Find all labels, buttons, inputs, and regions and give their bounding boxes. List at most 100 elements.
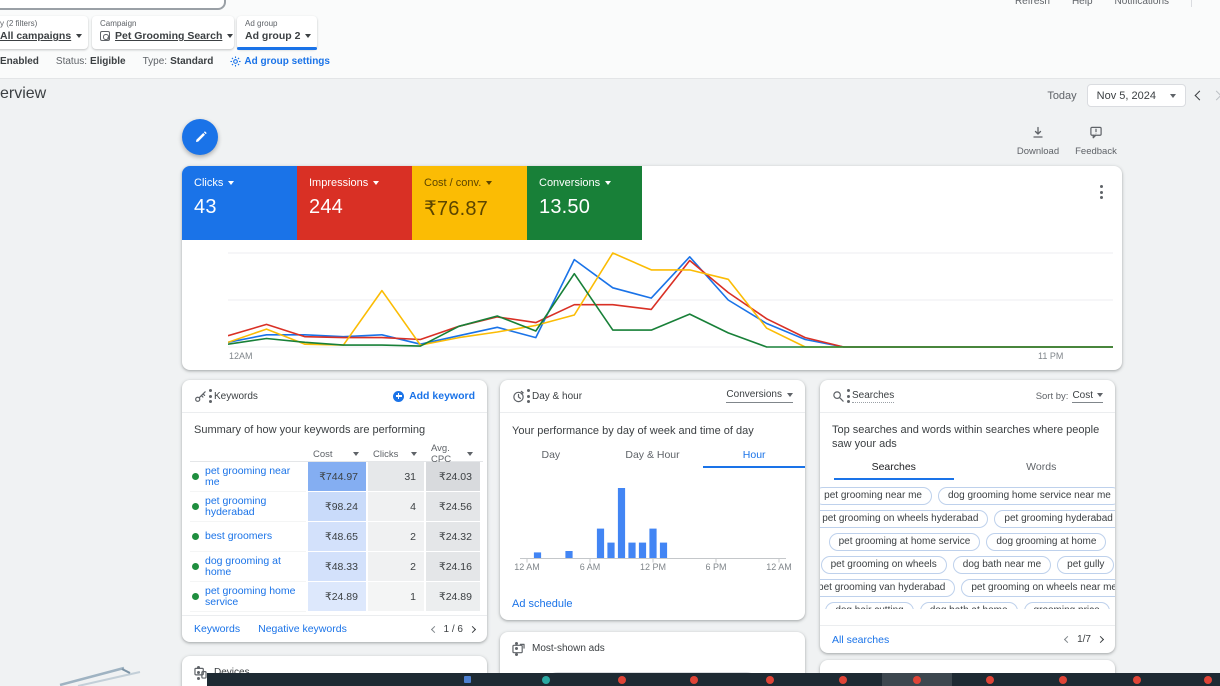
status-value: Eligible	[90, 56, 126, 67]
topbar-link-help[interactable]: Help	[1071, 0, 1093, 7]
feedback-button[interactable]: Feedback	[1068, 126, 1124, 157]
taskbar-app-icon[interactable]	[839, 675, 847, 684]
ad-schedule-link[interactable]: Ad schedule	[512, 598, 573, 610]
searches-card-title: Searches	[852, 389, 895, 403]
line-series-conversions	[227, 272, 1113, 348]
next-page-icon[interactable]	[468, 625, 477, 633]
date-range-selector[interactable]: Nov 5, 2024	[1086, 84, 1186, 107]
ad-icon	[512, 643, 525, 653]
taskbar-app-icon[interactable]	[1059, 675, 1067, 684]
day-hour-card-menu-icon[interactable]	[524, 386, 533, 406]
search-term-chip[interactable]: pet gully	[1057, 556, 1115, 574]
avg-cpc-cell: ₹24.32	[424, 522, 480, 552]
day-hour-tab-hour[interactable]: Hour	[703, 442, 805, 468]
keyword-name-cell: pet grooming near me	[190, 462, 306, 492]
previous-page-icon[interactable]	[1064, 635, 1072, 644]
previous-period-button[interactable]	[1194, 90, 1205, 101]
search-term-chip[interactable]: dog bath at home	[919, 602, 1018, 609]
download-button[interactable]: Download	[1010, 126, 1066, 157]
hourly-line-chart-svg	[227, 252, 1113, 348]
column-header-cost[interactable]: Cost	[306, 443, 366, 465]
topbar-link-refresh[interactable]: Refresh	[1014, 0, 1050, 7]
scorecard-value: 13.50	[539, 196, 591, 218]
keywords-card-menu-icon[interactable]	[206, 386, 215, 406]
taskbar-app-icon[interactable]	[464, 676, 471, 683]
scorecard-metric-name: Clicks	[194, 177, 224, 189]
ad-group-settings-link[interactable]: Ad group settings	[230, 56, 330, 67]
top-search-box[interactable]	[0, 0, 226, 10]
keywords-link[interactable]: Keywords	[194, 623, 241, 635]
searches-page-indicator: 1/7	[1077, 634, 1091, 645]
keyword-link[interactable]: best groomers	[205, 530, 273, 542]
taskbar-app-icon[interactable]	[1204, 675, 1212, 684]
keywords-table: Cost Clicks Avg. CPC pet grooming near me ₹7…	[182, 443, 487, 612]
search-term-chip[interactable]: dog grooming at home	[986, 533, 1107, 551]
search-term-chip[interactable]: dog hair cutting	[825, 602, 914, 609]
taskbar-app-icon[interactable]	[618, 675, 626, 684]
search-term-chip[interactable]: pet grooming hyderabad	[994, 510, 1115, 528]
searches-card-menu-icon[interactable]	[844, 386, 853, 406]
page-title: erview	[0, 85, 47, 102]
previous-page-icon[interactable]	[430, 625, 438, 633]
search-term-chip[interactable]: pet grooming near me	[820, 487, 932, 505]
search-term-chip[interactable]: pet grooming on wheels near me	[961, 579, 1115, 597]
today-label[interactable]: Today	[1047, 89, 1077, 102]
overview-card-menu-icon[interactable]	[1097, 182, 1106, 202]
type-label: Type:	[142, 56, 168, 67]
taskbar-app-icon[interactable]	[542, 675, 550, 684]
keyword-name-cell: best groomers	[190, 522, 306, 552]
search-term-chip[interactable]: dog grooming home service near me	[937, 487, 1115, 505]
taskbar-app-icon[interactable]	[986, 675, 994, 684]
search-campaign-icon	[100, 31, 110, 41]
edit-fab-button[interactable]	[182, 119, 218, 155]
enabled-status[interactable]: Enabled	[0, 56, 39, 67]
scorecard-cost-conv[interactable]: Cost / conv. ₹76.87	[412, 166, 527, 240]
search-term-chip[interactable]: pet grooming on wheels	[820, 556, 947, 574]
search-term-chip[interactable]: pet grooming on wheels hyderabad	[820, 510, 989, 528]
sort-by-selector[interactable]: Cost	[1072, 390, 1103, 403]
chevron-down-icon	[411, 452, 417, 456]
keyword-link[interactable]: dog grooming at home	[205, 554, 281, 578]
day-hour-tab-day[interactable]: Day	[541, 449, 561, 461]
day-hour-metric-selector[interactable]: Conversions	[726, 389, 793, 403]
chevron-down-icon	[76, 34, 83, 38]
column-header-clicks[interactable]: Clicks	[366, 443, 424, 465]
taskbar-app-icon[interactable]	[1133, 675, 1141, 684]
taskbar-app-icon[interactable]	[913, 675, 921, 684]
devices-card-menu-icon[interactable]	[194, 663, 203, 683]
day-hour-tab-day-hour[interactable]: Day & Hour	[625, 449, 680, 461]
ad-group-selector[interactable]: Ad group Ad group 2	[237, 16, 317, 50]
enabled-status-dot	[192, 593, 199, 600]
chip-row: pet grooming on wheels hyderabad pet groo…	[820, 510, 1115, 528]
search-term-chip[interactable]: grooming price	[1023, 602, 1110, 609]
taskbar-app-icon[interactable]	[766, 675, 774, 684]
keywords-page-indicator: 1 / 6	[443, 623, 463, 635]
column-header-avg-cpc[interactable]: Avg. CPC	[424, 443, 480, 465]
add-keyword-button[interactable]: Add keyword	[393, 390, 475, 402]
campaign-selector[interactable]: Campaign Pet Grooming Search	[92, 16, 234, 49]
all-searches-link[interactable]: All searches	[832, 633, 890, 646]
keyword-link[interactable]: pet grooming near me	[205, 464, 291, 488]
bar-axis-label: 12 AM	[766, 562, 792, 572]
search-term-chip[interactable]: pet grooming at home service	[828, 533, 981, 551]
scorecard-conversions[interactable]: Conversions 13.50	[527, 166, 642, 240]
next-page-icon[interactable]	[1096, 635, 1105, 644]
taskbar-app-icon[interactable]	[690, 675, 698, 684]
search-term-chip[interactable]: pet grooming van hyderabad	[820, 579, 956, 597]
scorecard-label: Clicks	[194, 177, 297, 189]
scorecard-label: Impressions	[309, 177, 412, 189]
x-axis-start-label: 12AM	[229, 351, 253, 361]
scorecard-impressions[interactable]: Impressions 244	[297, 166, 412, 240]
chevron-down-icon	[305, 34, 312, 38]
topbar-link-notifications[interactable]: Notifications	[1114, 0, 1169, 7]
keyword-link[interactable]: pet grooming home service	[205, 584, 296, 608]
searches-tab-words[interactable]: Words	[1026, 461, 1057, 473]
negative-keywords-link[interactable]: Negative keywords	[258, 623, 347, 635]
most-shown-ads-menu-icon[interactable]	[512, 639, 521, 659]
keyword-link[interactable]: pet grooming hyderabad	[205, 494, 267, 518]
scorecard-clicks[interactable]: Clicks 43	[182, 166, 297, 240]
searches-tab-searches[interactable]: Searches	[820, 454, 968, 480]
next-period-button[interactable]	[1211, 90, 1220, 101]
search-term-chip[interactable]: dog bath near me	[952, 556, 1052, 574]
filter-scope-selector[interactable]: y (2 filters) All campaigns	[0, 16, 88, 49]
